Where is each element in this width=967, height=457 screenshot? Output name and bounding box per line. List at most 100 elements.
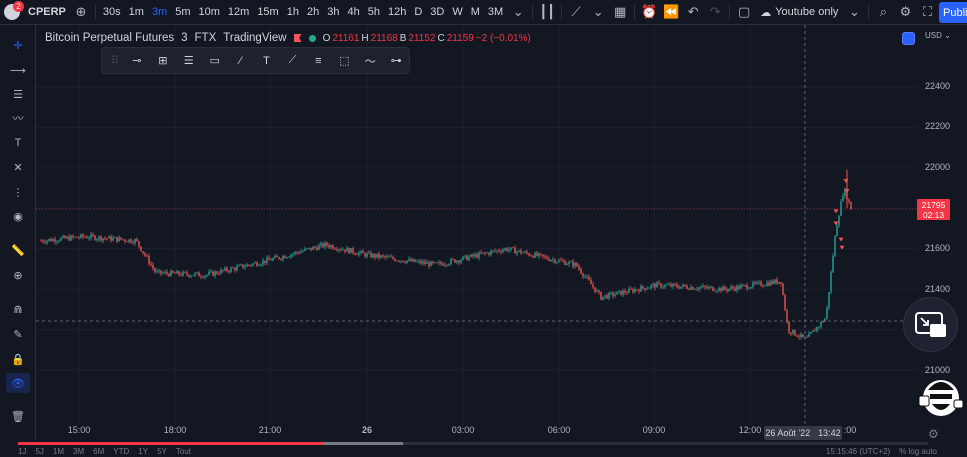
range-5y[interactable]: 5Y [157,447,167,456]
indicators-icon[interactable]: ⟋ [571,4,581,19]
candle [236,266,238,271]
candle [74,236,76,238]
text-icon[interactable]: T [14,137,22,149]
candle [310,247,312,250]
replay-icon[interactable]: ⏪ [663,4,680,19]
interval-5m[interactable]: 5m [175,6,191,18]
chevron-down-icon[interactable]: ⌄ [848,4,860,19]
candle [832,255,834,272]
layout-name-button[interactable]: ☁ Youtube only [755,0,843,25]
interval-12m[interactable]: 12m [227,6,250,18]
currency-label[interactable]: USD ⌄ [925,31,951,40]
templates-icon[interactable]: ▦ [614,4,627,19]
redo-icon[interactable]: ↷ [709,4,721,19]
hide-drawings-icon[interactable]: 👁 [6,373,30,393]
line-icon[interactable]: ⁄ [239,54,242,67]
position-icon[interactable]: ⊶ [390,55,402,67]
price-chart[interactable] [36,25,917,425]
rectangle-icon[interactable]: ⬚ [339,55,350,67]
shapes-icon[interactable]: ◉ [13,210,23,223]
interval-30s[interactable]: 30s [102,6,121,18]
grid-icon[interactable]: ⊞ [158,55,168,67]
trendline-icon[interactable]: ⟶ [10,64,26,77]
drag-handle-icon[interactable]: ⠿ [110,55,119,67]
chevron-down-icon[interactable]: ⌄ [512,4,524,19]
lock-icon[interactable]: 🔒 [11,353,25,366]
interval-4h[interactable]: 4h [347,6,360,18]
brush-icon[interactable]: 〰 [12,113,24,125]
interval-1h[interactable]: 1h [286,6,299,18]
interval-m[interactable]: M [470,6,480,18]
callout-icon[interactable]: ▭ [209,55,220,67]
interval-3m[interactable]: 3m [151,6,168,18]
scrollbar[interactable] [18,442,928,445]
candle-style-icon[interactable]: ┃┃ [539,4,556,19]
interval-3d[interactable]: 3D [430,6,445,18]
flag-icon[interactable] [293,34,302,42]
time-tick-label: 09:00 [642,425,666,435]
range-1y[interactable]: 1Y [138,447,149,456]
scrollbar-thumb[interactable] [323,442,403,445]
candle [790,332,792,334]
candle [86,236,88,239]
fib-icon[interactable]: ≡ [315,54,322,67]
symbol-title[interactable]: Bitcoin Perpetual Futures [45,32,175,44]
search-icon[interactable]: ⌕ [879,4,888,19]
time-axis[interactable]: 15:00 18:00 21:00 26 03:00 06:00 09:00 12:00:00 [36,425,917,440]
interval-10m[interactable]: 10m [198,6,220,18]
range-tout[interactable]: Tout [175,447,191,456]
channel-icon[interactable]: ☰ [183,55,194,67]
reset-chart-button[interactable] [902,32,915,45]
scale-options[interactable]: % log auto [899,447,937,456]
add-symbol-icon[interactable]: ⊕ [75,4,87,19]
publish-button[interactable]: Publi [939,2,967,23]
trash-icon[interactable]: 🗑 [11,410,25,423]
range-ytd[interactable]: YTD [113,447,130,456]
candle [626,292,628,294]
interval-3h[interactable]: 3h [327,6,340,18]
wave-icon[interactable]: 〜 [364,55,376,68]
close-label: C [437,32,445,44]
layout-icon[interactable]: ▢ [738,4,751,19]
ruler-icon[interactable]: 📏 [11,244,25,257]
candle [666,284,668,286]
user-menu-button[interactable]: 2 [0,0,24,25]
magnet-icon[interactable]: ⋒ [13,303,23,316]
clock[interactable]: 15:15:46 (UTC+2) [825,447,891,456]
interval-1m[interactable]: 1m [128,6,144,18]
alert-icon[interactable]: ⏰ [641,4,658,19]
undo-icon[interactable]: ↶ [687,4,699,19]
gear-icon[interactable]: ⚙ [928,427,939,441]
zoom-icon[interactable]: ⊕ [13,269,23,282]
gear-icon[interactable]: ⚙ [899,4,912,19]
interval-3m[interactable]: 3M [487,6,504,18]
interval-5h[interactable]: 5h [367,6,380,18]
range-1j[interactable]: 1J [18,447,27,456]
range-3m[interactable]: 3M [73,447,85,456]
interval-15m[interactable]: 15m [257,6,279,18]
picture-in-picture-button[interactable] [903,297,958,352]
divider [868,4,870,20]
lock-drawing-icon[interactable]: ✎ [13,328,23,341]
pattern-icon[interactable]: ✕ [13,161,23,174]
range-5j[interactable]: 5J [35,447,44,456]
text-icon[interactable]: T [263,54,270,67]
interval-w[interactable]: W [452,6,463,18]
range-6m[interactable]: 6M [93,447,105,456]
interval-12h[interactable]: 12h [387,6,407,18]
path-icon[interactable]: ⟋ [288,54,297,66]
parallel-channel-icon[interactable]: ☰ [13,88,23,101]
fullscreen-icon[interactable]: ⛶ [922,4,932,19]
interval-2h[interactable]: 2h [306,6,320,18]
horizontal-line-icon[interactable]: ⊸ [132,55,142,67]
candle [44,241,46,243]
chevron-down-icon[interactable]: ⌄ [592,4,604,19]
range-1m[interactable]: 1M [52,447,65,456]
symbol-search-button[interactable]: CPERP [28,6,66,18]
forecast-icon[interactable]: ⋮ [12,186,24,199]
candle [540,253,542,255]
price-axis[interactable]: USD ⌄ 22400 22200 22000 21600 21400 21000 [917,25,967,420]
crosshair-icon[interactable]: ✛ [13,39,23,52]
candle [210,271,212,273]
interval-d[interactable]: D [414,6,423,18]
